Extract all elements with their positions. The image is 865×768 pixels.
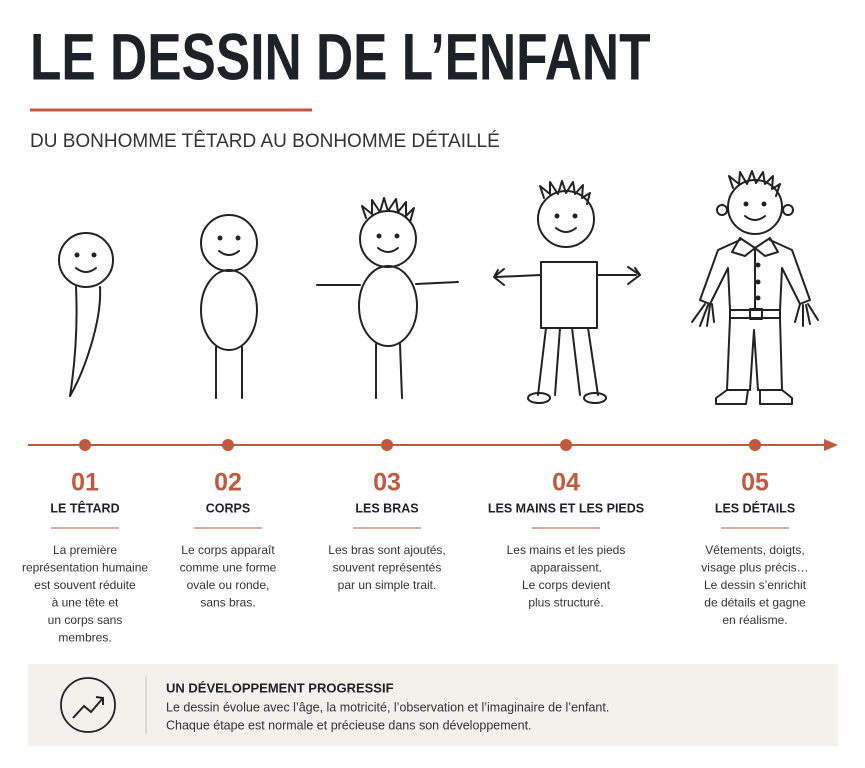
stage-description: en réalisme. xyxy=(722,613,787,627)
stage-description: plus structuré. xyxy=(528,596,603,610)
timeline-dot xyxy=(560,439,572,451)
figure-tetard xyxy=(58,232,114,397)
footer-icon xyxy=(60,677,116,733)
stage-description: représentation humaine xyxy=(22,561,148,575)
stage-description: de détails et gagne xyxy=(704,596,806,610)
timeline xyxy=(28,439,838,451)
stage-description: sans bras. xyxy=(200,596,255,610)
footer-text: Le dessin évolue avec l’âge, la motricit… xyxy=(166,700,609,714)
stage-description: comme une forme xyxy=(180,561,277,575)
timeline-arrow xyxy=(824,439,838,451)
stage-description: un corps sans xyxy=(48,613,123,627)
figure-corps xyxy=(200,214,258,399)
stage-description: à une tête et xyxy=(52,596,119,610)
footer-icon-arrow xyxy=(72,696,104,719)
stage-title: LES MAINS ET LES PIEDS xyxy=(488,501,644,515)
stage-number: 02 xyxy=(214,469,242,497)
timeline-dot xyxy=(381,439,393,451)
timeline-dot xyxy=(749,439,761,451)
footer-title: UN DÉVELOPPEMENT PROGRESSIF xyxy=(166,680,394,695)
stage-number: 04 xyxy=(552,469,580,497)
stage-title: LE TÊTARD xyxy=(50,500,119,515)
figure-details xyxy=(691,170,819,405)
stage-description: par un simple trait. xyxy=(338,578,437,592)
stage-number: 01 xyxy=(71,469,99,497)
stage-description: est souvent réduite xyxy=(34,578,136,592)
stage-number: 03 xyxy=(373,469,401,497)
stage-title: LES DÉTAILS xyxy=(715,500,795,515)
figure-mains-pieds xyxy=(493,180,641,404)
stage-description: membres. xyxy=(58,631,111,645)
stage-description: apparaissent. xyxy=(530,561,602,575)
stage-description: Les mains et les pieds xyxy=(507,543,626,557)
stage-description: ovale ou ronde, xyxy=(187,578,270,592)
stage-description: Vêtements, doigts, xyxy=(705,543,804,557)
stage-description: Le dessin s’enrichit xyxy=(704,578,807,592)
footer-box xyxy=(28,664,838,746)
stage-description: Le corps devient xyxy=(522,578,611,592)
timeline-dot xyxy=(222,439,234,451)
timeline-dot xyxy=(79,439,91,451)
subtitle: DU BONHOMME TÊTARD AU BONHOMME DÉTAILLÉ xyxy=(30,130,500,152)
stage-title: LES BRAS xyxy=(355,501,418,515)
figure-bras xyxy=(316,197,459,399)
stage-title: CORPS xyxy=(206,501,250,515)
stage-description: La première xyxy=(53,543,117,557)
stage-description: souvent représentés xyxy=(333,561,442,575)
footer-text: Chaque étape est normale et précieuse da… xyxy=(166,718,532,732)
stage-description: Le corps apparaît xyxy=(181,543,275,557)
title: LE DESSIN DE L’ENFANT xyxy=(30,19,651,94)
stage-number: 05 xyxy=(741,469,769,497)
stage-description: visage plus précis… xyxy=(701,561,808,575)
stage-description: Les bras sont ajoutés, xyxy=(328,543,445,557)
